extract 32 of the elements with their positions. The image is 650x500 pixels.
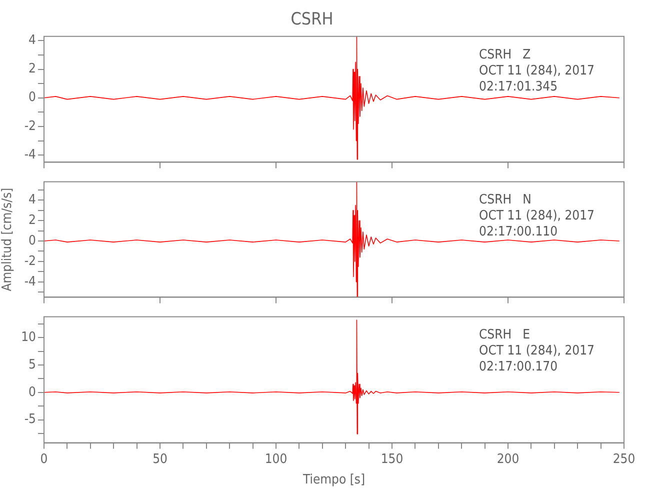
x-tick-label: 50: [152, 452, 168, 467]
annotation: CSRH Z: [479, 47, 531, 62]
y-tick-label: 0: [28, 233, 36, 248]
annotation: OCT 11 (284), 2017: [479, 63, 594, 78]
x-tick-label: 250: [612, 452, 636, 467]
y-tick-label: 0: [28, 384, 36, 400]
y-axis-title: Amplitud [cm/s/s]: [0, 188, 16, 292]
y-tick-label: -2: [24, 254, 36, 269]
x-tick-label: 150: [380, 452, 404, 467]
annotation: OCT 11 (284), 2017: [479, 208, 594, 224]
y-tick-label: -4: [24, 147, 36, 162]
annotation: 02:17:00.110: [479, 224, 558, 240]
x-axis-title: Tiempo [s]: [302, 472, 366, 488]
annotation: 02:17:00.170: [479, 360, 558, 375]
y-tick-label: 4: [28, 192, 36, 208]
y-tick-label: 2: [28, 212, 36, 228]
y-tick-label: 2: [28, 62, 36, 77]
annotation: 02:17:01.345: [479, 79, 558, 94]
y-tick-label: 0: [28, 90, 36, 106]
y-tick-label: -2: [24, 118, 36, 134]
annotation: CSRH N: [479, 192, 532, 208]
x-tick-label: 100: [264, 452, 288, 467]
annotation: OCT 11 (284), 2017: [479, 344, 594, 359]
x-tick-label: 0: [40, 452, 48, 467]
y-tick-label: 10: [21, 330, 36, 345]
annotation: CSRH E: [479, 328, 530, 343]
y-tick-label: 4: [28, 33, 36, 48]
y-tick-label: -4: [24, 274, 36, 290]
y-tick-label: -5: [24, 412, 36, 428]
y-tick-label: 5: [28, 357, 36, 372]
x-tick-label: 200: [496, 452, 520, 467]
chart-title: CSRH: [290, 10, 334, 30]
